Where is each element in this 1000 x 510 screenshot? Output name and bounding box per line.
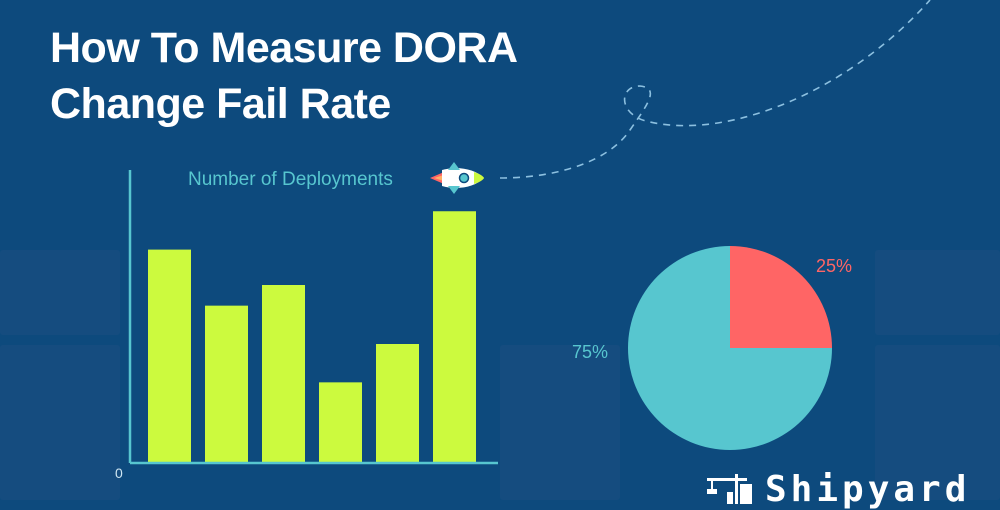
- title-line-1: How To Measure DORA: [50, 24, 518, 72]
- pie-slice-successful: [628, 246, 832, 450]
- bar-chart-title: Number of Deployments: [188, 169, 393, 190]
- bar-4: [319, 382, 362, 462]
- bar-1: [148, 249, 191, 462]
- bar-2: [205, 305, 248, 462]
- bar-5: [376, 344, 419, 462]
- pie-slice-failed: [730, 246, 832, 348]
- flight-path: [499, 0, 931, 179]
- bar-3: [262, 285, 305, 462]
- y-origin-label: 0: [115, 465, 123, 481]
- pie-label-fail: 25%: [816, 256, 852, 276]
- page-title: How To Measure DORA Change Fail Rate: [50, 20, 518, 132]
- bar-series: [148, 211, 476, 462]
- bar-6: [433, 211, 476, 462]
- title-line-2: Change Fail Rate: [50, 80, 391, 128]
- rocket-icon: [430, 162, 484, 194]
- pie-chart: 25% 75%: [572, 246, 852, 450]
- shipyard-crane-icon: [707, 474, 752, 504]
- brand-name: Shipyard: [765, 468, 971, 510]
- pie-label-success: 75%: [572, 342, 608, 362]
- bar-chart: Number of Deployments 0: [115, 169, 498, 481]
